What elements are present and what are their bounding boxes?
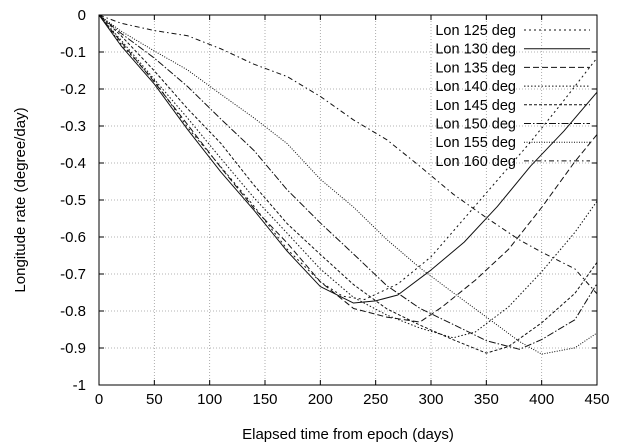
y-tick-label: -0.3 xyxy=(60,118,86,135)
y-tick-label: -0.9 xyxy=(60,340,86,357)
legend-label: Lon 155 deg xyxy=(435,135,516,151)
x-tick-label: 350 xyxy=(474,391,499,408)
grid xyxy=(99,15,597,385)
series-line xyxy=(98,14,598,354)
x-tick-label: 400 xyxy=(529,391,554,408)
y-tick-label: -1 xyxy=(73,377,86,394)
legend-label: Lon 125 deg xyxy=(435,23,516,39)
legend-label: Lon 150 deg xyxy=(435,117,516,133)
x-tick-label: 250 xyxy=(363,391,388,408)
x-tick-label: 200 xyxy=(308,391,333,408)
x-tick-label: 0 xyxy=(95,391,103,408)
legend: Lon 125 deg Lon 130 deg Lon 135 deg Lon 140… xyxy=(435,23,590,170)
series-line xyxy=(98,14,598,304)
y-tick-label: -0.5 xyxy=(60,192,86,209)
y-axis-label: Longitude rate (degree/day) xyxy=(12,107,29,292)
axis-ticks: 0 50 100 150 200 250 300 350 400 450 0 -0.1 -0.2 -0.3… xyxy=(60,7,609,408)
series-lines xyxy=(98,14,598,355)
series-line xyxy=(98,14,598,355)
x-axis-label: Elapsed time from epoch (days) xyxy=(242,426,454,443)
legend-label: Lon 160 deg xyxy=(435,154,516,170)
x-tick-label: 450 xyxy=(584,391,609,408)
x-tick-label: 150 xyxy=(252,391,277,408)
series-line xyxy=(98,14,598,300)
x-tick-label: 100 xyxy=(197,391,222,408)
y-tick-label: -0.2 xyxy=(60,81,86,98)
legend-label: Lon 140 deg xyxy=(435,79,516,95)
x-tick-label: 50 xyxy=(146,391,163,408)
x-tick-label: 300 xyxy=(418,391,443,408)
series-line xyxy=(98,14,598,350)
y-tick-label: -0.4 xyxy=(60,155,86,172)
y-tick-label: -0.6 xyxy=(60,229,86,246)
legend-label: Lon 135 deg xyxy=(435,60,516,76)
series-line xyxy=(98,14,598,295)
series-line xyxy=(98,14,598,323)
y-tick-label: -0.1 xyxy=(60,44,86,61)
y-tick-label: -0.7 xyxy=(60,266,86,283)
legend-label: Lon 145 deg xyxy=(435,98,516,114)
y-tick-label: -0.8 xyxy=(60,303,86,320)
y-tick-label: 0 xyxy=(78,7,86,24)
legend-label: Lon 130 deg xyxy=(435,42,516,58)
